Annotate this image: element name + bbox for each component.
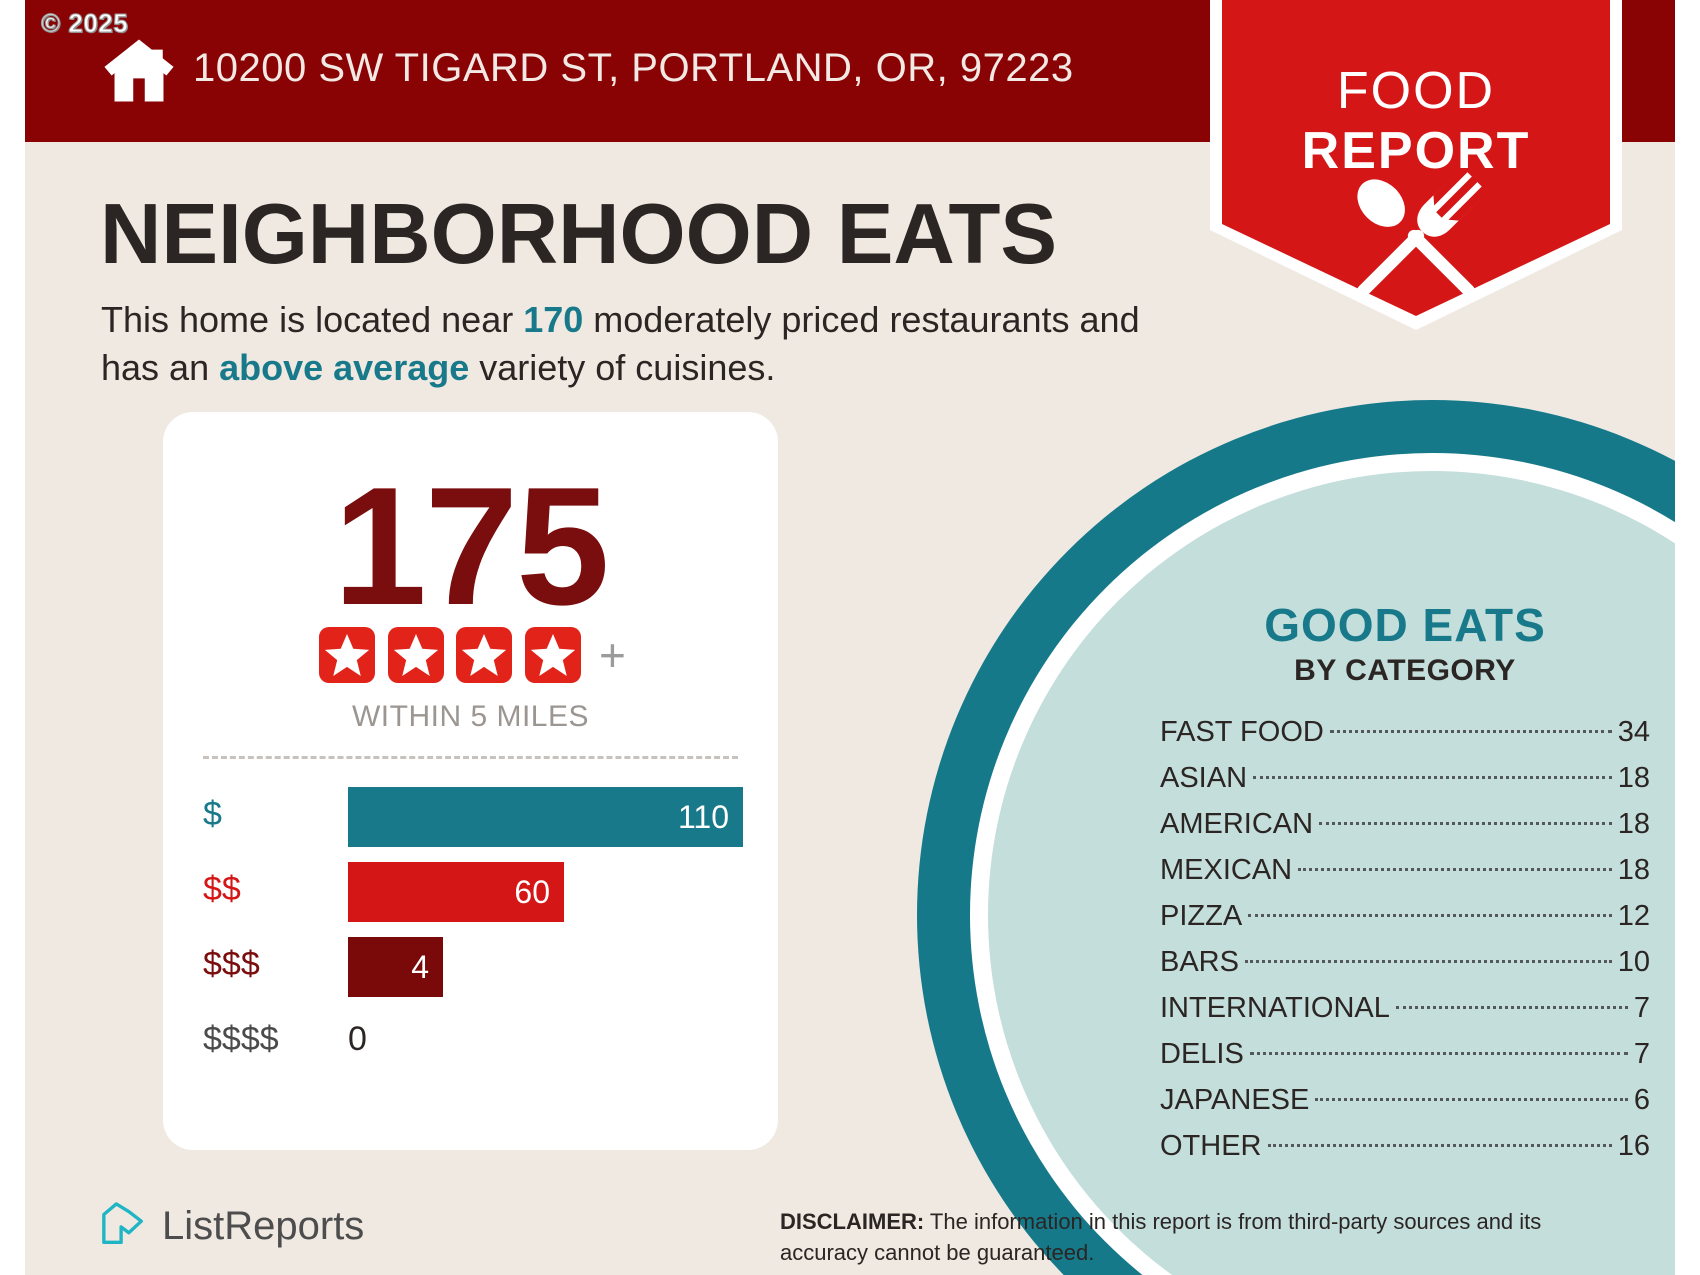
svg-text:REPORT: REPORT	[1302, 122, 1531, 180]
svg-text:FOOD: FOOD	[1337, 62, 1495, 120]
